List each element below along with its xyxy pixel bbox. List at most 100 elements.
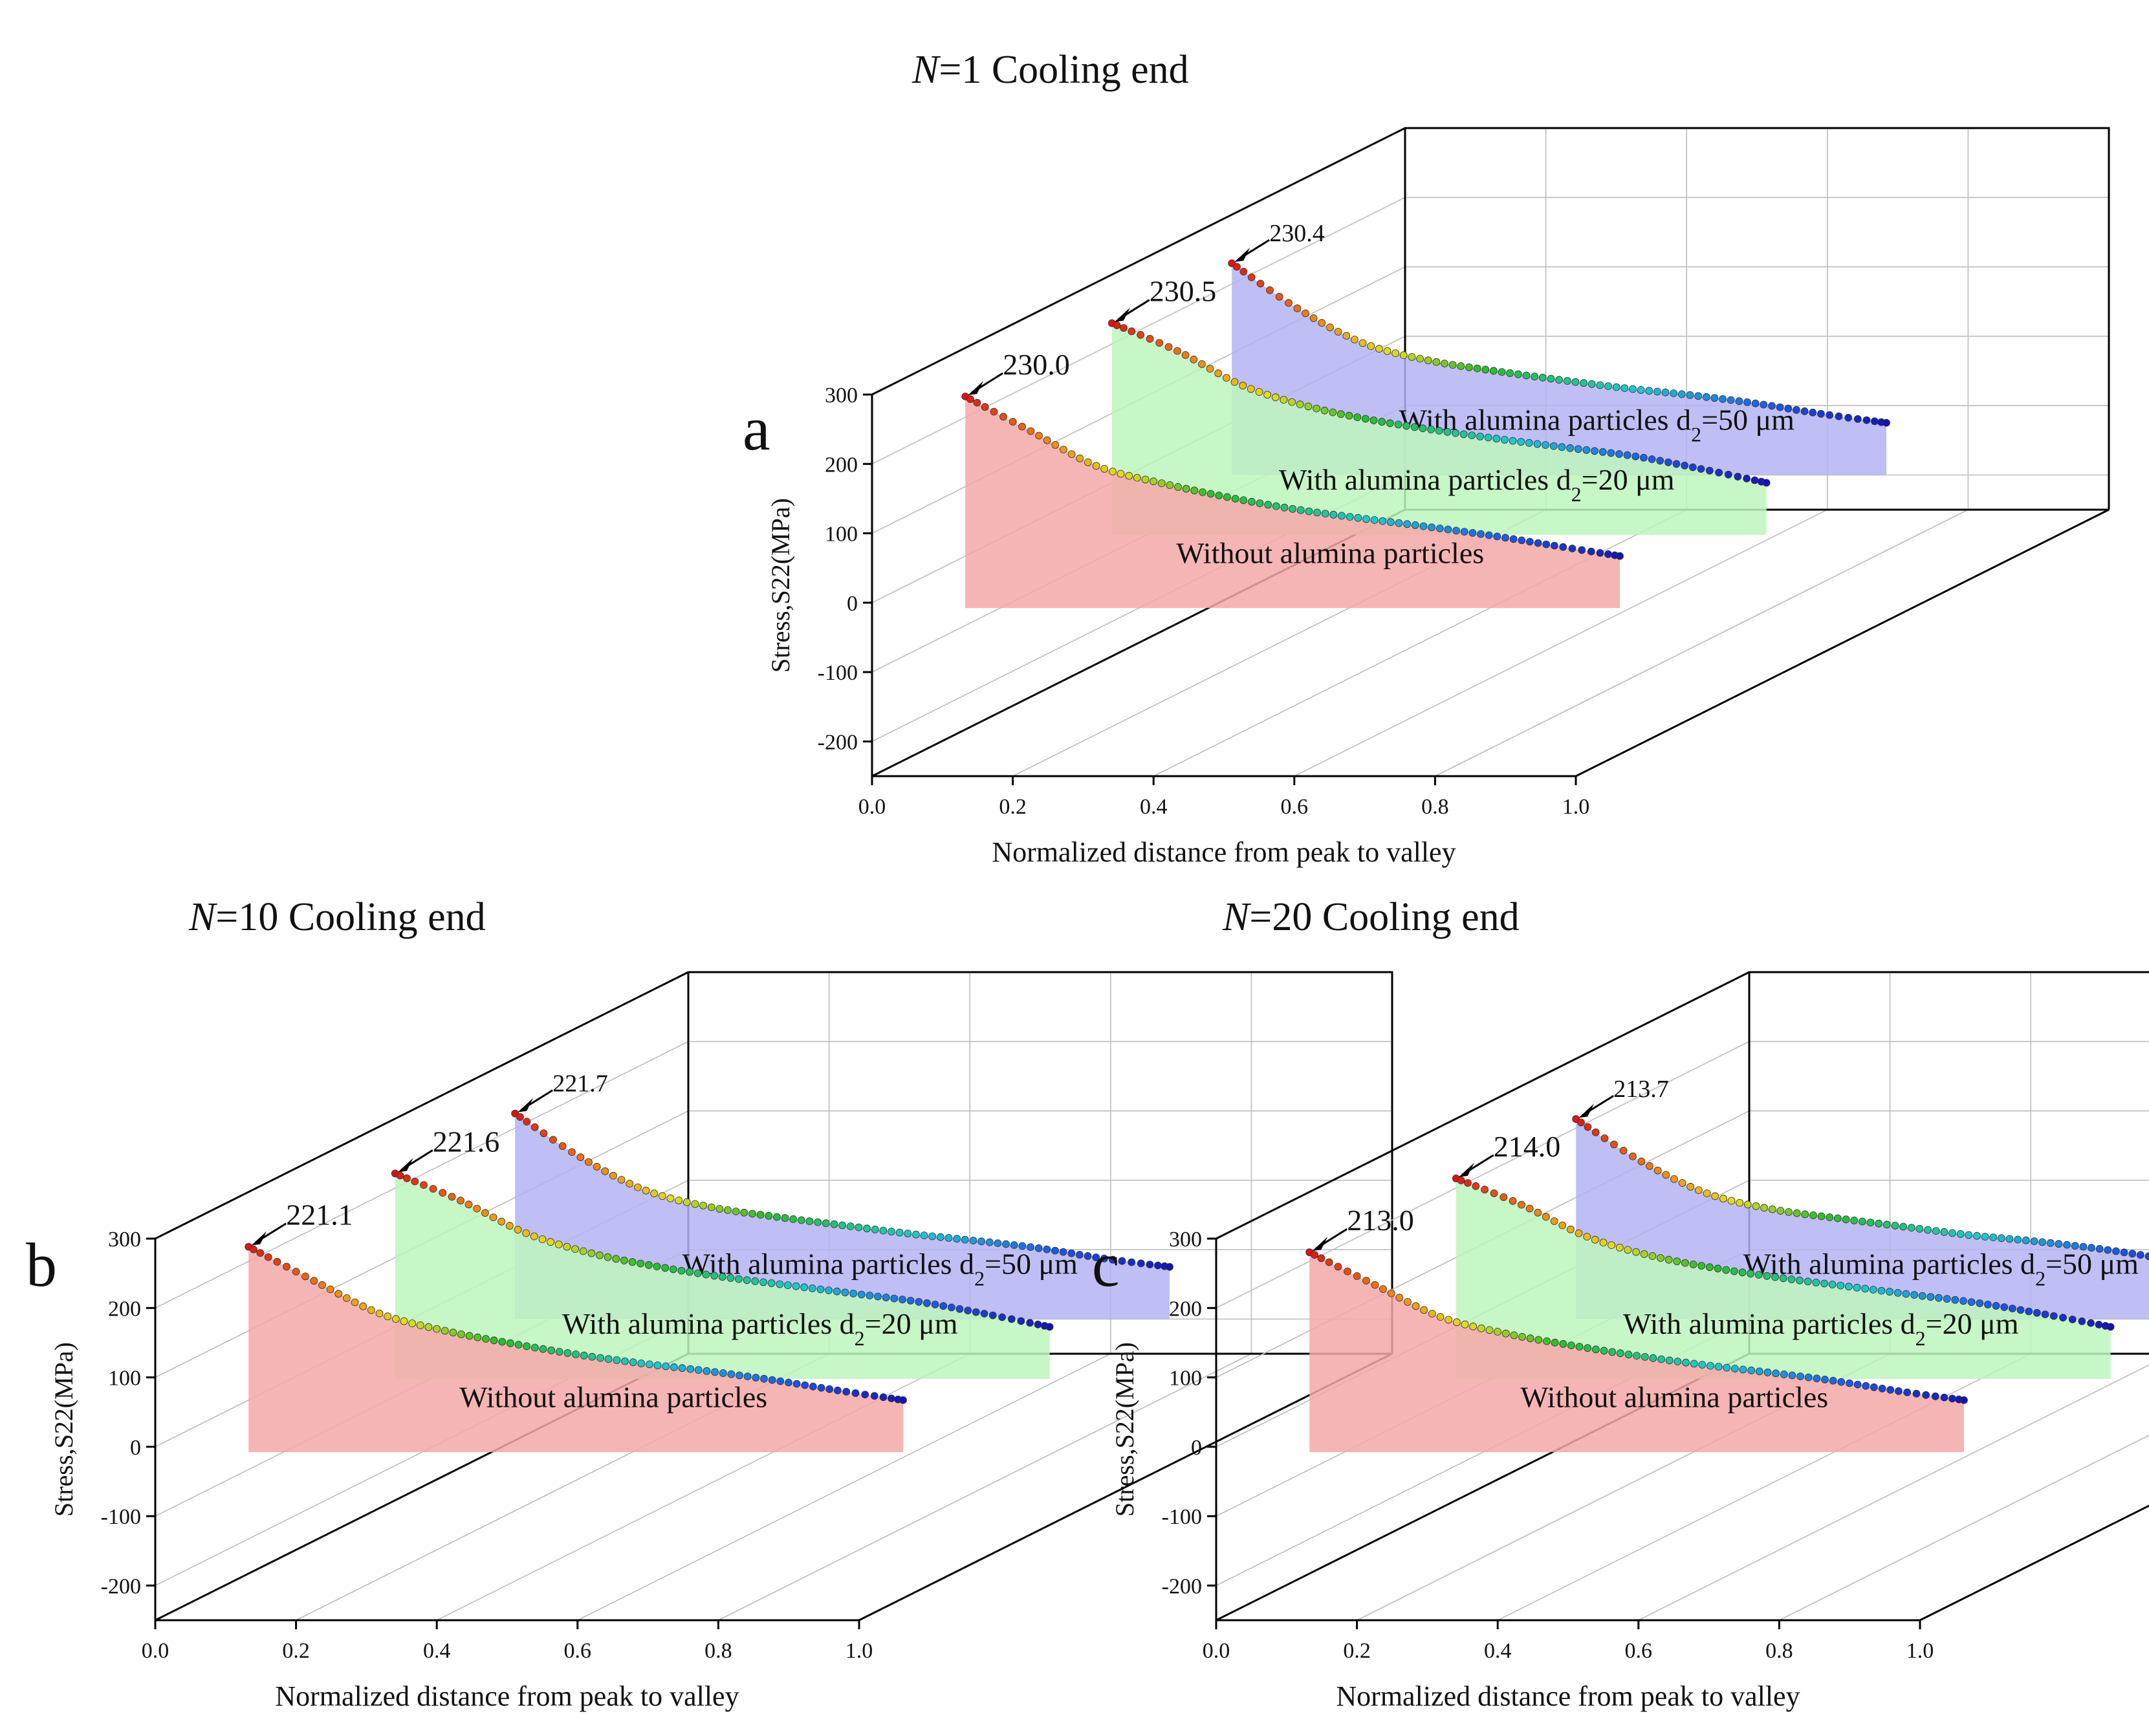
data-point <box>1640 1250 1648 1258</box>
data-point <box>1410 423 1419 431</box>
y-axis: 300 200 100 0 -100 -200 Stress,S22(MPa) <box>49 1228 155 1598</box>
data-point <box>1329 510 1338 519</box>
data-point <box>1313 508 1321 517</box>
data-point <box>678 1364 686 1373</box>
data-point <box>400 1317 408 1325</box>
data-point <box>699 1202 707 1210</box>
data-point <box>1702 393 1710 401</box>
y-axis-label: Stress,S22(MPa) <box>49 1342 78 1517</box>
data-point <box>1801 1210 1809 1219</box>
data-point <box>1910 1291 1919 1299</box>
data-point <box>2120 1248 2128 1257</box>
data-point <box>334 1290 343 1298</box>
data-point <box>1476 433 1484 440</box>
data-point <box>2000 1303 2009 1311</box>
data-point <box>1891 1222 1899 1230</box>
data-point <box>1305 507 1313 515</box>
data-point <box>1629 1152 1637 1160</box>
data-point <box>514 1341 523 1349</box>
data-point <box>264 1253 272 1261</box>
data-point <box>1452 429 1459 437</box>
data-point <box>1452 526 1461 535</box>
data-point <box>1882 1221 1891 1229</box>
data-point <box>1948 1394 1956 1403</box>
data-point <box>1543 1337 1551 1345</box>
data-point <box>628 1258 637 1266</box>
data-point <box>2063 1241 2071 1249</box>
data-point <box>1612 383 1620 391</box>
data-point <box>756 1211 765 1219</box>
data-point <box>1371 1281 1379 1289</box>
floor-grid-line <box>1779 1435 2149 1621</box>
title-rest: =10 Cooling end <box>215 895 485 939</box>
data-point <box>1653 1166 1662 1175</box>
x-tick-label: 0.4 <box>1484 1639 1512 1663</box>
data-point <box>895 1228 904 1237</box>
data-point <box>703 1367 711 1375</box>
data-point <box>1525 439 1533 447</box>
data-point <box>1844 413 1853 422</box>
data-point <box>301 1272 309 1281</box>
data-point <box>1567 1341 1575 1349</box>
data-point <box>888 1228 895 1236</box>
data-point <box>849 1290 857 1297</box>
data-point <box>1918 1292 1926 1300</box>
data-point <box>1632 1248 1641 1256</box>
data-point <box>1747 1366 1756 1374</box>
data-point <box>392 1315 400 1323</box>
data-point <box>497 1217 506 1226</box>
data-point <box>1181 351 1190 359</box>
data-point <box>1571 378 1580 386</box>
data-point <box>1743 398 1751 406</box>
peak-arrow-head <box>1114 307 1130 322</box>
data-point <box>1334 328 1342 336</box>
series-area <box>1309 1252 1965 1453</box>
series-label-main: With alumina particles d <box>1743 1247 2035 1280</box>
data-point <box>1336 410 1345 418</box>
data-point <box>1517 438 1525 446</box>
data-point <box>1796 1373 1805 1380</box>
data-point <box>2055 1240 2063 1248</box>
data-point <box>1578 546 1586 554</box>
data-point <box>359 1302 367 1310</box>
data-point <box>587 1249 596 1257</box>
series-label: Without alumina particles <box>1176 536 1484 569</box>
data-point <box>1026 1319 1034 1327</box>
data-point <box>1027 1243 1034 1251</box>
peak-value-label: 213.0 <box>1347 1204 1414 1237</box>
data-point <box>1190 486 1199 495</box>
data-point <box>1707 1362 1714 1370</box>
front-axes-edge <box>154 1239 1393 1622</box>
data-point <box>994 1239 1002 1247</box>
peak-arrow-head <box>518 1098 534 1112</box>
title-rest: =20 Cooling end <box>1249 895 1519 939</box>
data-point <box>1619 1147 1628 1155</box>
data-point <box>1678 1179 1686 1187</box>
data-point <box>609 1171 617 1180</box>
data-point <box>1754 1271 1763 1279</box>
data-point <box>1686 1182 1695 1191</box>
data-point <box>1272 502 1280 510</box>
series-area <box>1111 323 1767 535</box>
data-point <box>1751 399 1760 407</box>
peak-arrow-head <box>1234 247 1250 262</box>
data-point <box>670 1363 678 1371</box>
data-point <box>1522 371 1531 380</box>
data-point <box>1420 1306 1428 1314</box>
y-tick-label: -100 <box>818 661 858 685</box>
data-point <box>523 1342 531 1351</box>
data-point <box>972 1308 980 1316</box>
data-point <box>439 1189 447 1197</box>
data-point <box>1672 460 1681 468</box>
data-point <box>1264 501 1272 509</box>
series-label-main: With alumina particles d <box>562 1307 855 1340</box>
data-point <box>1664 1255 1673 1264</box>
data-point <box>1386 419 1394 428</box>
data-point <box>659 1192 666 1200</box>
data-point <box>1882 418 1890 427</box>
data-point <box>1477 1324 1485 1332</box>
x-tick-label: 0.8 <box>1765 1639 1793 1663</box>
data-point <box>411 1177 419 1186</box>
data-point <box>1752 1202 1760 1210</box>
data-point <box>1559 543 1567 551</box>
